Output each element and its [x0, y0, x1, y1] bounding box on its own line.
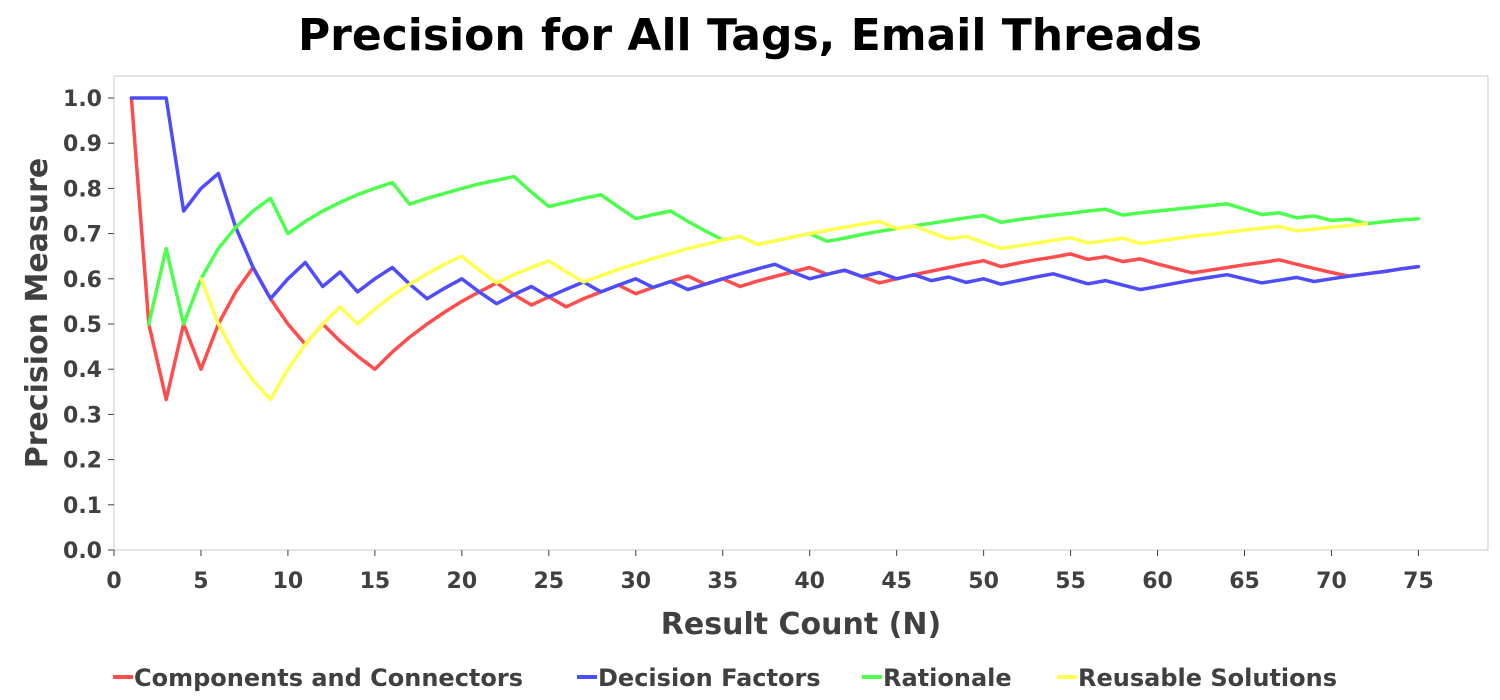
- chart-title: Precision for All Tags, Email Threads: [298, 10, 1202, 61]
- series-line-components-and-connectors: [129, 96, 1421, 402]
- legend: Components and Connectors Decision Factor…: [113, 664, 1337, 692]
- legend-label: Rationale: [883, 664, 1012, 692]
- y-axis-label: Precision Measure: [20, 158, 55, 469]
- x-tick-label: 35: [707, 569, 738, 594]
- x-tick-label: 30: [620, 569, 651, 594]
- x-tick-label: 25: [533, 569, 564, 594]
- x-tick-label: 55: [1055, 569, 1086, 594]
- x-tick-label: 70: [1316, 569, 1347, 594]
- y-tick-label: 0.2: [63, 449, 102, 474]
- x-tick-label: 60: [1142, 569, 1173, 594]
- y-tick-label: 1.0: [63, 87, 102, 112]
- x-tick-label: 50: [968, 569, 999, 594]
- y-tick-label: 0.4: [63, 358, 102, 383]
- x-axis-label: Result Count (N): [661, 607, 941, 642]
- x-tick-label: 65: [1229, 569, 1260, 594]
- y-tick-label: 0.0: [63, 539, 102, 564]
- x-axis-ticks: 0 5 10 15 20 25 30 35 40 45 50 55 60 65 70 75: [106, 550, 1434, 594]
- y-tick-label: 0.8: [63, 177, 102, 202]
- x-tick-label: 40: [794, 569, 825, 594]
- y-tick-label: 0.9: [63, 132, 102, 157]
- y-tick-label: 0.5: [63, 313, 102, 338]
- x-tick-label: 10: [273, 569, 304, 594]
- y-axis-ticks: 0.0 0.1 0.2 0.3 0.4 0.5 0.6 0.7 0.8 0.9 1.0: [63, 87, 114, 564]
- legend-label: Decision Factors: [598, 664, 821, 692]
- y-tick-label: 0.1: [63, 494, 102, 519]
- y-tick-label: 0.3: [63, 403, 102, 428]
- x-tick-label: 0: [106, 569, 121, 594]
- x-tick-label: 45: [881, 569, 912, 594]
- x-tick-label: 15: [360, 569, 391, 594]
- x-tick-label: 20: [447, 569, 478, 594]
- y-tick-label: 0.7: [63, 223, 102, 248]
- series-line-reusable-solutions: [199, 219, 1369, 402]
- x-tick-label: 5: [193, 569, 208, 594]
- series-line-decision-factors: [129, 96, 1421, 306]
- plot-area-frame: [113, 75, 1489, 551]
- x-tick-label: 75: [1403, 569, 1434, 594]
- legend-label: Reusable Solutions: [1078, 664, 1337, 692]
- series-lines: [129, 96, 1421, 402]
- legend-label: Components and Connectors: [134, 664, 523, 692]
- y-tick-label: 0.6: [63, 268, 102, 293]
